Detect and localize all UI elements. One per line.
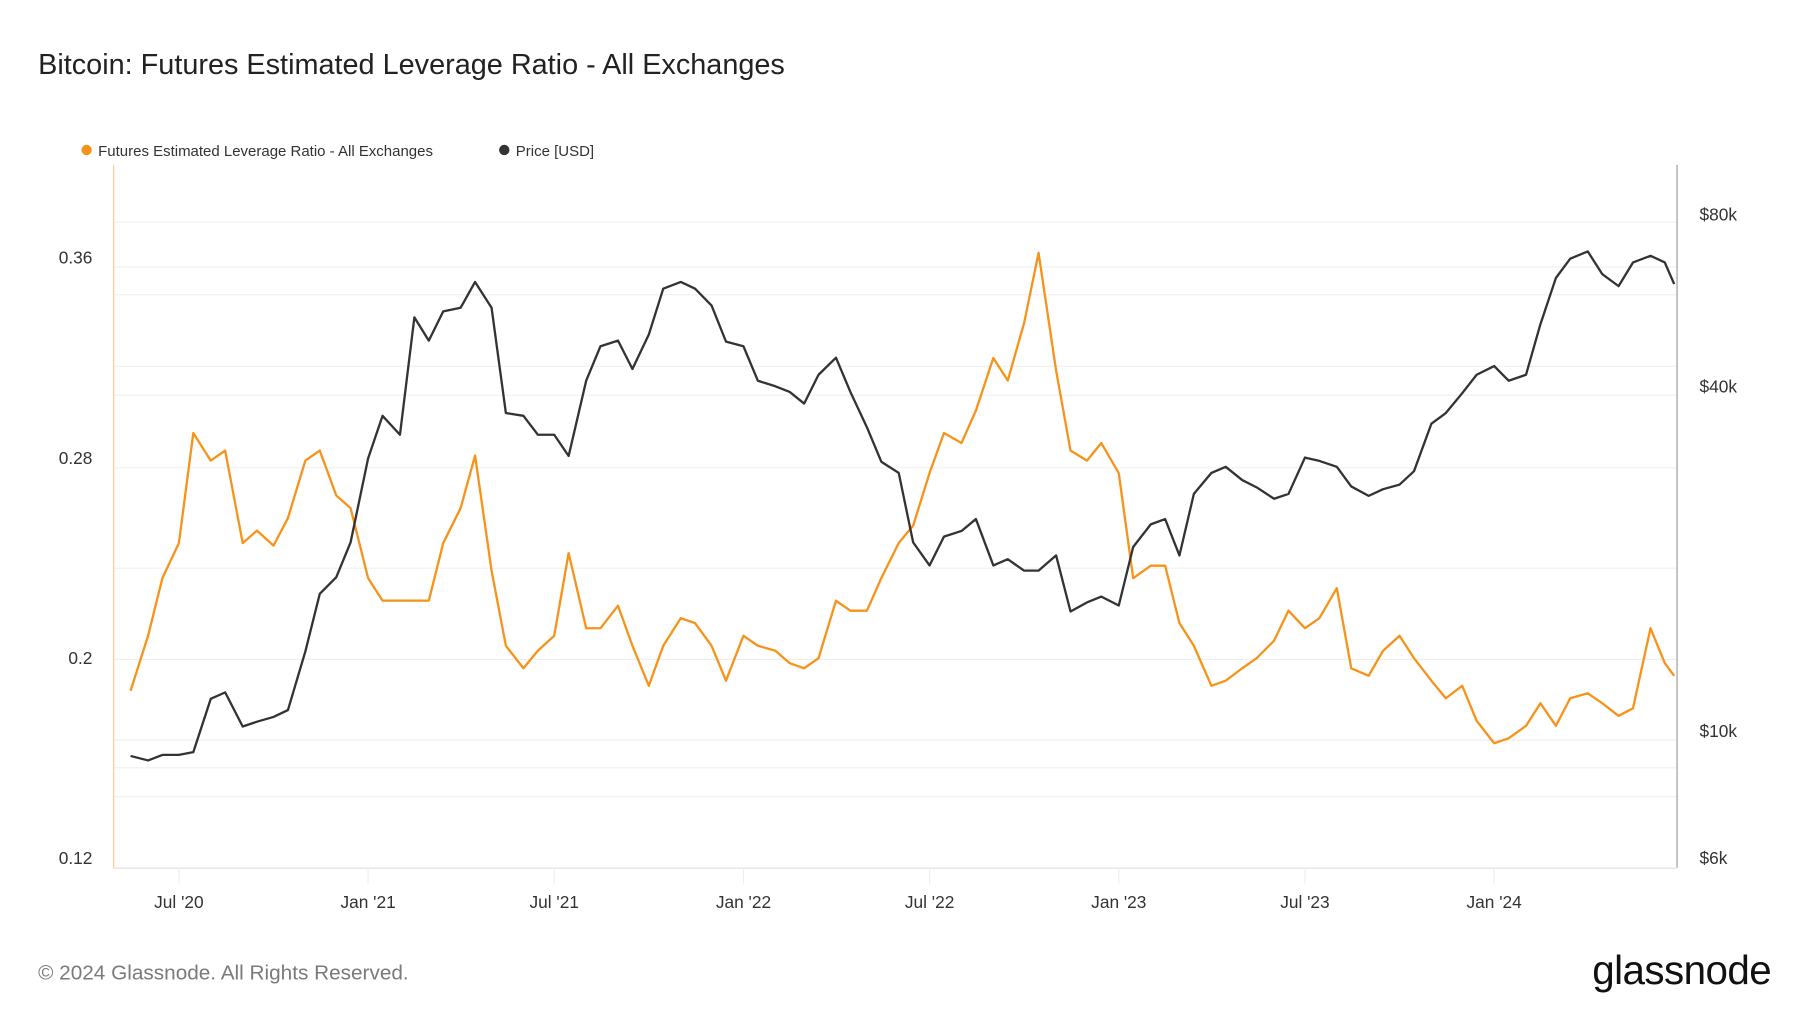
x-tick-label: Jan '23 [1091,892,1146,912]
series-line-price-usd [130,250,1676,762]
right-axis-ticks: $6k $10k $40k $80k [1700,204,1738,868]
x-axis-ticks: Jul '20 Jan '21 Jul '21 Jan '22 Jul '22 Jan '… [154,867,1523,912]
x-tick-label: Jan '22 [716,892,771,912]
legend-label-price: Price [USD] [516,143,594,160]
x-tick-label: Jul '21 [530,892,579,912]
x-tick-label: Jul '23 [1280,892,1329,912]
legend-label-leverage: Futures Estimated Leverage Ratio - All E… [98,143,433,160]
left-tick-label: 0.28 [59,448,93,468]
legend: Futures Estimated Leverage Ratio - All E… [81,143,594,160]
legend-item-price[interactable]: Price [USD] [499,143,594,160]
left-tick-label: 0.12 [59,848,93,868]
copyright-text: © 2024 Glassnode. All Rights Reserved. [38,962,409,985]
right-tick-label: $6k [1700,848,1728,868]
glassnode-logo: glassnode [1592,947,1771,993]
legend-marker-leverage [81,144,92,156]
legend-marker-price [499,144,510,156]
x-tick-label: Jan '21 [340,892,395,912]
right-tick-label: $10k [1700,721,1738,741]
left-tick-label: 0.36 [59,248,93,268]
x-tick-label: Jul '22 [905,892,954,912]
legend-item-leverage[interactable]: Futures Estimated Leverage Ratio - All E… [81,143,433,160]
left-tick-label: 0.2 [68,648,92,668]
left-axis-ticks: 0.12 0.2 0.28 0.36 [59,248,93,869]
right-tick-label: $80k [1700,204,1738,224]
x-tick-label: Jan '24 [1467,892,1523,912]
gridlines [114,221,1677,798]
series-line-leverage-ratio [129,251,1676,745]
right-tick-label: $40k [1700,377,1738,397]
x-tick-label: Jul '20 [154,892,203,912]
chart-title: Bitcoin: Futures Estimated Leverage Rati… [38,49,785,81]
